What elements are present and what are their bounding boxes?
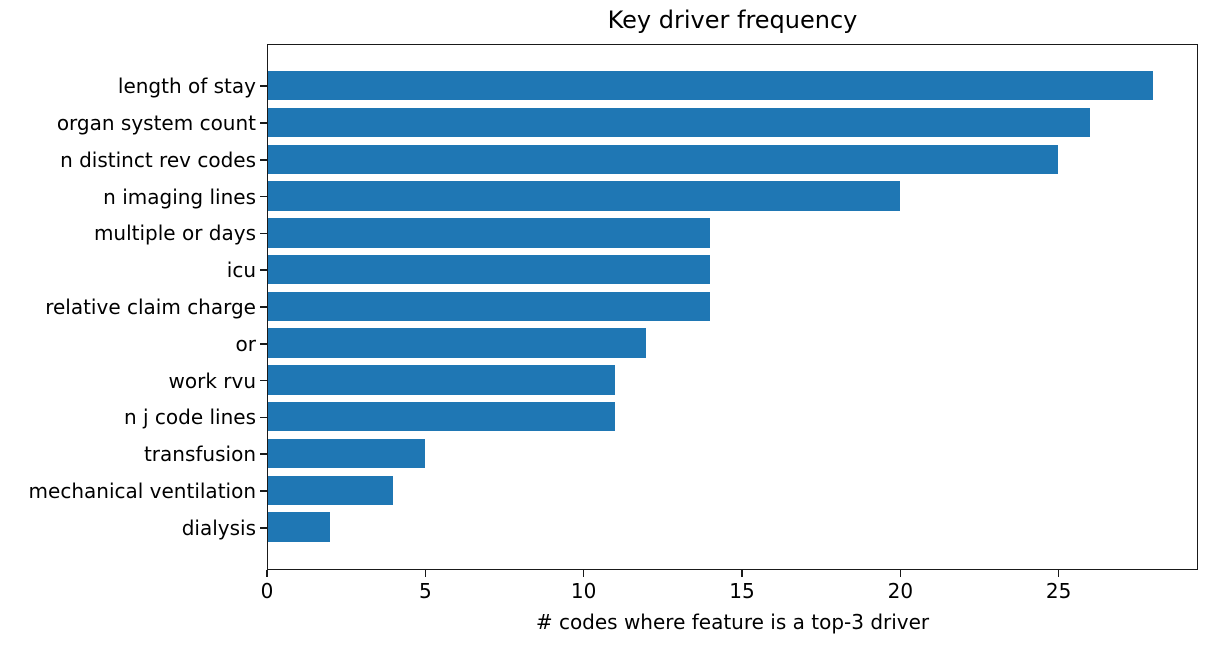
- x-tick-mark: [582, 570, 585, 577]
- y-tick-mark: [260, 490, 267, 492]
- y-tick-mark: [260, 342, 267, 345]
- y-tick-mark: [260, 416, 267, 419]
- x-axis-title: # codes where feature is a top-3 driver: [535, 610, 930, 634]
- bar-relative-claim-charge: [268, 291, 710, 322]
- bar-multiple-or-days: [268, 218, 710, 248]
- x-tick-mark: [1057, 570, 1060, 577]
- y-tick-mark: [260, 306, 267, 308]
- bar-work-rvu: [268, 365, 615, 395]
- y-tick-mark: [260, 232, 267, 235]
- bar-n-imaging-lines: [268, 181, 900, 211]
- y-tick-mark: [260, 85, 267, 88]
- bar-dialysis: [268, 512, 330, 542]
- x-tick-label: 5: [418, 579, 432, 603]
- x-tick-label: 10: [570, 579, 597, 603]
- y-tick-label: icu: [226, 258, 256, 283]
- y-tick-mark: [260, 159, 267, 161]
- bar-organ-system-count: [268, 107, 1090, 138]
- x-tick-mark: [741, 570, 743, 577]
- y-tick-label: relative claim charge: [45, 295, 256, 319]
- y-tick-mark: [260, 122, 267, 124]
- y-tick-label: n imaging lines: [103, 184, 256, 209]
- bar-mechanical-ventilation: [268, 475, 394, 506]
- y-tick-mark: [260, 453, 267, 455]
- y-tick-label: n distinct rev codes: [60, 147, 256, 172]
- x-tick-label: 15: [729, 579, 755, 603]
- y-tick-mark: [260, 379, 267, 382]
- y-tick-label: multiple or days: [93, 221, 256, 246]
- bar-n-j-code-lines: [268, 402, 615, 432]
- y-tick-label: work rvu: [168, 368, 257, 393]
- bar-n-distinct-rev-codes: [268, 144, 1059, 174]
- y-axis-labels: length of stay organ system count n distin…: [0, 44, 256, 570]
- y-tick-label: length of stay: [117, 74, 256, 99]
- y-tick-label: or: [235, 331, 256, 356]
- bar-length-of-stay: [268, 70, 1154, 101]
- bar-transfusion: [268, 438, 425, 469]
- x-tick-label: 25: [1045, 579, 1072, 603]
- x-tick-label: 20: [887, 579, 914, 603]
- y-tick-label: mechanical ventilation: [28, 478, 256, 503]
- y-tick-mark: [260, 195, 267, 198]
- y-tick-label: transfusion: [143, 442, 256, 467]
- y-tick-label: n j code lines: [123, 405, 256, 430]
- x-tick-label: 0: [260, 579, 274, 603]
- chart-title: Key driver frequency: [607, 6, 858, 34]
- bar-or: [268, 328, 647, 358]
- y-tick-mark: [260, 526, 267, 529]
- x-tick-mark: [424, 570, 427, 577]
- y-tick-label: dialysis: [181, 515, 256, 540]
- bar-icu: [268, 254, 710, 285]
- x-tick-mark: [266, 570, 268, 577]
- y-tick-mark: [260, 269, 267, 271]
- y-tick-label: organ system count: [56, 111, 256, 136]
- plot-area: [267, 44, 1198, 570]
- x-tick-mark: [899, 570, 902, 577]
